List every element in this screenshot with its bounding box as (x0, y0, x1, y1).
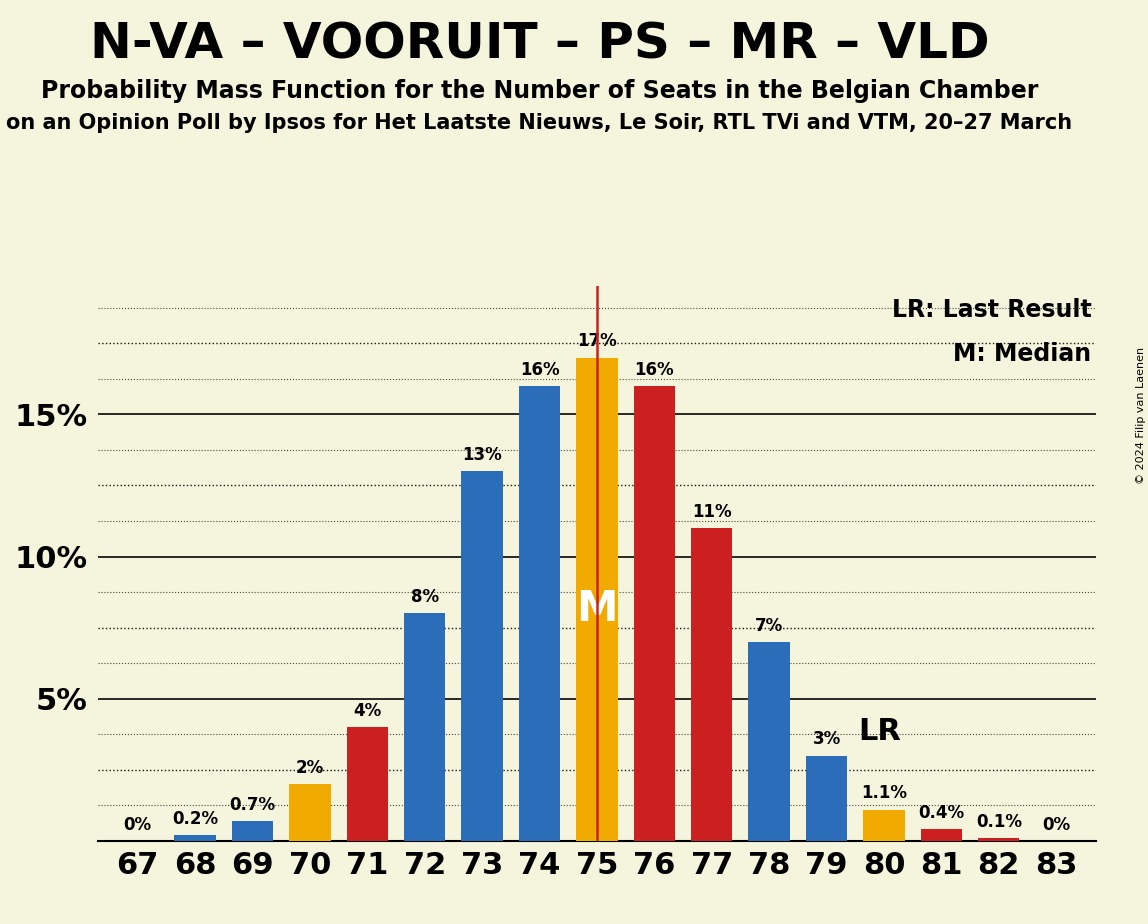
Text: 1.1%: 1.1% (861, 784, 907, 802)
Bar (576, 358, 618, 841)
Bar (289, 784, 331, 841)
Bar (519, 386, 560, 841)
Text: Probability Mass Function for the Number of Seats in the Belgian Chamber: Probability Mass Function for the Number… (41, 79, 1038, 103)
Bar (347, 727, 388, 841)
Text: 0%: 0% (124, 816, 152, 833)
Text: LR: LR (858, 717, 901, 746)
Text: 0.4%: 0.4% (918, 805, 964, 822)
Bar (461, 471, 503, 841)
Text: 17%: 17% (577, 333, 616, 350)
Bar (691, 529, 732, 841)
Text: on an Opinion Poll by Ipsos for Het Laatste Nieuws, Le Soir, RTL TVi and VTM, 20: on an Opinion Poll by Ipsos for Het Laat… (7, 113, 1072, 133)
Bar (863, 809, 905, 841)
Text: 0.1%: 0.1% (976, 813, 1022, 831)
Text: 3%: 3% (813, 731, 840, 748)
Text: 16%: 16% (635, 361, 674, 379)
Bar (232, 821, 273, 841)
Text: 0%: 0% (1042, 816, 1070, 833)
Text: M: Median: M: Median (953, 342, 1092, 366)
Text: © 2024 Filip van Laenen: © 2024 Filip van Laenen (1135, 347, 1146, 484)
Text: 11%: 11% (692, 503, 731, 521)
Bar (174, 835, 216, 841)
Text: 4%: 4% (354, 702, 381, 720)
Bar (404, 614, 445, 841)
Text: LR: Last Result: LR: Last Result (892, 298, 1092, 322)
Bar (634, 386, 675, 841)
Bar (806, 756, 847, 841)
Text: 0.7%: 0.7% (230, 796, 276, 814)
Text: 7%: 7% (755, 616, 783, 635)
Text: 16%: 16% (520, 361, 559, 379)
Text: N-VA – VOORUIT – PS – MR – VLD: N-VA – VOORUIT – PS – MR – VLD (90, 20, 990, 68)
Bar (921, 830, 962, 841)
Bar (978, 838, 1019, 841)
Bar (748, 642, 790, 841)
Text: 0.2%: 0.2% (172, 810, 218, 828)
Text: 2%: 2% (296, 759, 324, 777)
Text: 13%: 13% (463, 446, 502, 464)
Text: M: M (576, 588, 618, 630)
Text: 8%: 8% (411, 589, 439, 606)
